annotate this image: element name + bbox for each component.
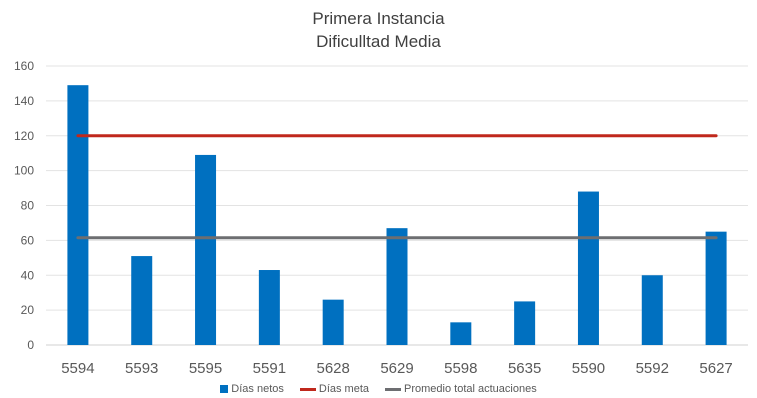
x-tick-label: 5629 xyxy=(380,360,413,377)
legend-label-dias-netos: Días netos xyxy=(231,383,284,395)
bar-dias-netos xyxy=(450,322,472,345)
x-tick-label: 5591 xyxy=(253,360,286,377)
x-tick-label: 5592 xyxy=(636,360,669,377)
x-tick-label: 5627 xyxy=(699,360,732,377)
legend-swatch-promedio xyxy=(385,387,402,391)
y-tick-label: 80 xyxy=(21,199,35,213)
bar-dias-netos xyxy=(67,85,89,346)
y-tick-label: 0 xyxy=(27,338,34,352)
chart-subtitle: Dificulltad Media xyxy=(316,32,441,51)
x-tick-label: 5590 xyxy=(572,360,605,377)
bar-dias-netos xyxy=(705,231,727,345)
x-tick-label: 5635 xyxy=(508,360,541,377)
bar-dias-netos xyxy=(322,299,344,345)
legend-item-dias-meta: Días meta xyxy=(299,383,370,395)
x-tick-label: 5595 xyxy=(189,360,222,377)
x-tick-label: 5628 xyxy=(316,360,349,377)
bar-dias-netos xyxy=(514,301,536,345)
legend-item-dias-netos: Días netos xyxy=(220,383,284,395)
legend-swatch-dias-netos xyxy=(220,385,229,393)
y-tick-label: 140 xyxy=(14,94,34,108)
y-tick-label: 120 xyxy=(14,129,34,143)
legend-swatch-dias-meta xyxy=(299,387,316,391)
x-tick-label: 5594 xyxy=(61,360,94,377)
y-tick-label: 160 xyxy=(14,59,34,73)
bar-dias-netos xyxy=(577,191,599,345)
chart-title: Primera Instancia xyxy=(312,9,445,28)
bar-dias-netos xyxy=(195,154,217,345)
legend-label-dias-meta: Días meta xyxy=(318,383,370,395)
x-tick-label: 5593 xyxy=(125,360,158,377)
y-tick-label: 20 xyxy=(21,303,35,317)
y-tick-label: 60 xyxy=(21,233,35,247)
legend-item-promedio: Promedio total actuaciones xyxy=(385,383,537,395)
chart-legend: Días netos Días meta Promedio total actu… xyxy=(0,383,757,395)
legend-label-promedio: Promedio total actuaciones xyxy=(404,383,537,395)
x-tick-label: 5598 xyxy=(444,360,477,377)
bar-dias-netos xyxy=(131,256,153,345)
bar-dias-netos xyxy=(641,275,663,345)
y-tick-label: 100 xyxy=(14,164,34,178)
bar-dias-netos xyxy=(258,270,280,345)
bar-dias-netos xyxy=(386,228,408,345)
y-tick-label: 40 xyxy=(21,268,35,282)
